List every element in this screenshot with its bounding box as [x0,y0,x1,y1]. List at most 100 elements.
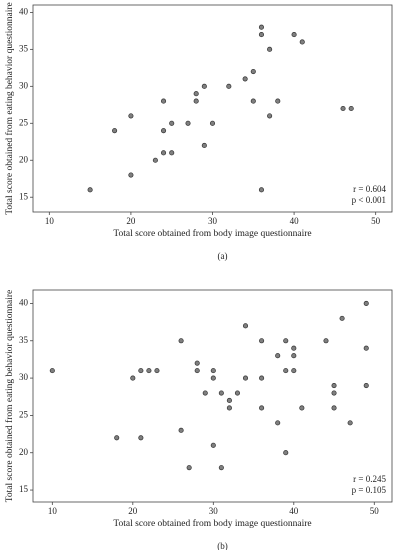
point [258,24,265,30]
point [283,450,289,456]
y-tick-label: 20 [19,447,29,457]
point [331,382,337,389]
point [87,187,93,193]
point [283,368,289,374]
point [169,120,175,126]
x-tick-label: 40 [290,216,300,226]
point [259,375,265,381]
y-tick-label: 15 [19,191,29,201]
annotation: p < 0.001 [352,195,386,205]
y-tick-label: 30 [19,372,29,382]
point [250,68,256,75]
point [275,420,281,426]
x-tick-label: 50 [371,216,381,226]
point [299,405,305,411]
y-tick-label: 35 [19,335,29,345]
x-tick-label: 20 [126,216,136,226]
point [112,128,118,134]
y-tick-label: 25 [19,117,29,127]
plot-frame [32,4,393,213]
y-tick-label: 20 [19,154,29,164]
y-tick-label: 15 [19,484,29,494]
point [202,390,208,396]
annotation: r = 0.604 [353,184,386,194]
point [114,435,120,441]
point [291,368,297,374]
x-axis-title: Total score obtained from body image que… [113,228,311,239]
point [218,465,224,471]
x-tick-label: 50 [370,506,380,516]
x-tick-label: 10 [48,506,58,516]
point [323,338,329,344]
y-tick-label: 35 [19,43,29,53]
point [138,435,144,441]
x-tick-label: 30 [209,506,219,516]
point [242,76,248,82]
caption: (a) [218,251,228,261]
annotation: p = 0.105 [352,485,387,495]
point [160,128,167,134]
point [178,427,184,433]
point [234,390,241,396]
point [178,338,184,344]
point [363,345,369,351]
point [226,405,232,411]
point [226,83,232,89]
point [291,353,297,359]
point [201,142,207,149]
y-tick-label: 40 [19,6,29,16]
y-axis-title: Total score obtained from eating behavio… [4,2,15,214]
point [154,368,160,374]
point [275,98,281,104]
point [194,368,200,374]
point [130,375,136,381]
caption: (b) [217,541,228,550]
point [194,360,200,366]
point [299,39,305,45]
point [340,105,346,112]
point [209,120,216,126]
point [210,442,216,448]
point [291,345,297,351]
plot-frame [32,289,393,503]
point [193,98,199,104]
point [210,368,216,374]
point [242,323,249,329]
x-axis-title: Total score obtained from body image que… [113,518,311,529]
point [210,375,216,381]
point [259,338,265,344]
point [275,353,281,359]
point [363,382,369,389]
point [146,368,152,374]
chart: 10 20 30 40 50 15 20 25 30 35 40 Total score obtain… [4,2,393,261]
point [201,83,207,89]
y-tick-label: 40 [19,297,29,307]
point [226,397,232,404]
point [169,150,175,156]
point [363,300,369,306]
point [138,368,144,374]
point [258,187,265,193]
chart: 10 20 30 40 50 15 20 25 30 35 40 Total score obtain… [4,289,393,550]
y-tick-label: 30 [19,80,29,90]
point [128,113,134,119]
point [331,405,337,411]
point [347,420,353,426]
x-tick-label: 30 [208,216,218,226]
point [186,465,192,471]
annotation: r = 0.245 [353,474,386,484]
y-axis-title: Total score obtained from eating behavio… [4,290,15,502]
point [348,105,354,112]
point [193,91,199,97]
point [152,157,158,163]
point [291,32,297,38]
point [49,368,55,374]
point [258,32,265,38]
point [128,172,134,178]
x-tick-label: 10 [45,216,55,226]
point [250,98,256,104]
x-tick-label: 20 [128,506,138,516]
point [242,375,249,381]
x-tick-label: 40 [289,506,299,516]
